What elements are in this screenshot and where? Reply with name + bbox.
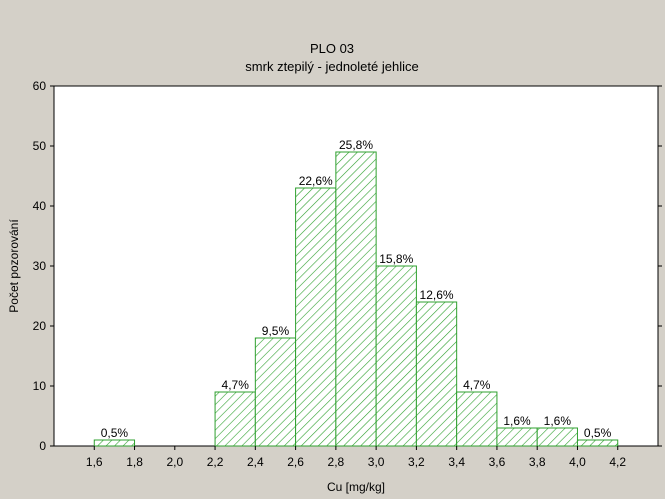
histogram-bar xyxy=(214,391,256,447)
x-tick-label: 1,6 xyxy=(86,455,103,469)
x-tick-label: 3,0 xyxy=(368,455,385,469)
x-tick-label: 4,2 xyxy=(609,455,626,469)
x-tick-label: 2,0 xyxy=(166,455,183,469)
bar-percent-label: 1,6% xyxy=(544,414,572,428)
histogram-bar xyxy=(576,439,619,447)
histogram-bar xyxy=(375,265,417,447)
bar-percent-label: 0,5% xyxy=(101,426,129,440)
x-tick-label: 3,2 xyxy=(408,455,425,469)
x-tick-label: 3,4 xyxy=(448,455,465,469)
y-tick-label: 40 xyxy=(33,199,47,213)
x-tick-label: 4,0 xyxy=(569,455,586,469)
bar-percent-label: 22,6% xyxy=(299,174,333,188)
x-tick-label: 3,8 xyxy=(529,455,546,469)
x-tick-label: 2,4 xyxy=(247,455,264,469)
histogram-bar xyxy=(335,151,377,447)
histogram-bar xyxy=(536,427,578,447)
x-tick-label: 1,8 xyxy=(126,455,143,469)
chart-subtitle: smrk ztepilý - jednoleté jehlice xyxy=(245,59,418,74)
bar-percent-label: 12,6% xyxy=(420,288,454,302)
x-axis: 1,6 1,8 2,0 2,2 2,4 2,6 2,8 3,0 3,2 3,4 3,6 3,8 4,0 4… xyxy=(86,446,626,469)
histogram-bar xyxy=(415,301,458,447)
x-axis-label: Cu [mg/kg] xyxy=(327,480,385,494)
bar-percent-label: 1,6% xyxy=(503,414,531,428)
histogram-bar xyxy=(496,427,538,447)
bar-percent-label: 9,5% xyxy=(262,324,290,338)
x-tick-label: 2,8 xyxy=(328,455,345,469)
bar-percent-label: 15,8% xyxy=(379,252,413,266)
histogram-bar xyxy=(254,337,297,447)
y-tick-label: 10 xyxy=(33,379,47,393)
y-tick-label: 0 xyxy=(39,439,46,453)
bar-percent-label: 4,7% xyxy=(463,378,491,392)
y-tick-label: 20 xyxy=(33,319,47,333)
y-axis: 0 10 20 30 40 50 60 xyxy=(33,79,662,453)
bar-percent-label: 25,8% xyxy=(339,138,373,152)
x-tick-label: 2,2 xyxy=(207,455,224,469)
x-tick-label: 2,6 xyxy=(287,455,304,469)
bar-percent-label: 4,7% xyxy=(222,378,250,392)
x-tick-label: 3,6 xyxy=(489,455,506,469)
y-tick-label: 30 xyxy=(33,259,47,273)
chart-title: PLO 03 xyxy=(310,41,354,56)
histogram-bar xyxy=(295,187,337,447)
y-tick-label: 50 xyxy=(33,139,47,153)
y-axis-label: Počet pozorování xyxy=(7,219,21,313)
y-tick-label: 60 xyxy=(33,79,47,93)
bar-percent-label: 0,5% xyxy=(584,426,612,440)
bars-layer xyxy=(93,151,619,447)
data-labels: 0,5% 4,7% 9,5% 22,6% 25,8% 15,8% 12,6% 4,7% 1,6%… xyxy=(101,138,612,440)
histogram-bar xyxy=(93,439,136,447)
histogram-bar xyxy=(456,391,498,447)
